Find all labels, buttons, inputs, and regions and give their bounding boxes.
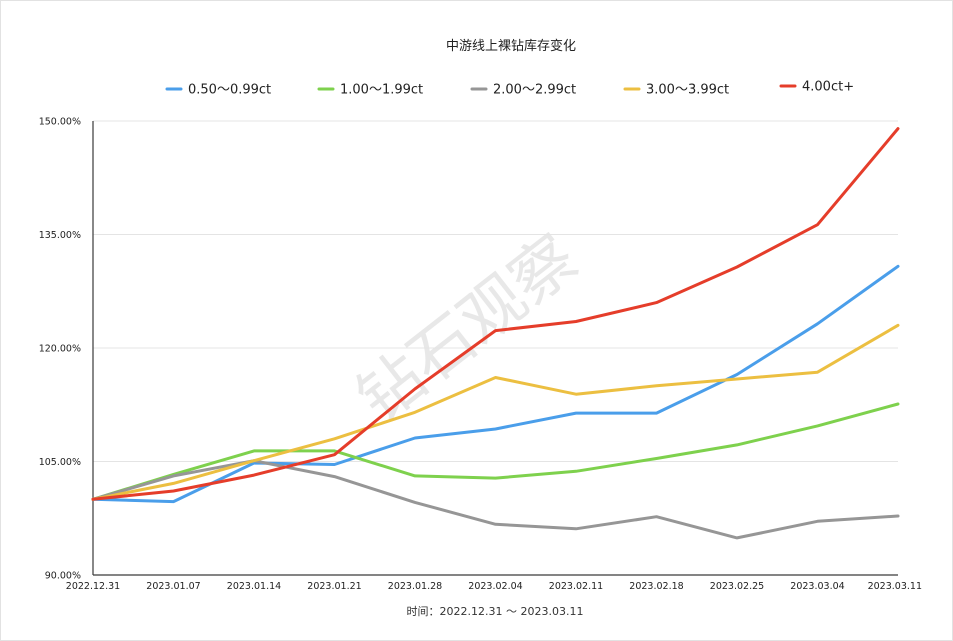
x-tick-label: 2023.01.14: [227, 581, 281, 592]
series-lines: [91, 127, 900, 540]
x-axis-ticks: 2022.12.31 2023.01.07 2023.01.14 2023.01.21…: [66, 581, 922, 592]
series-line-5: [91, 127, 900, 501]
x-tick-label: 2023.02.11: [549, 581, 603, 592]
x-tick-label: 2023.01.21: [307, 581, 361, 592]
legend: 0.50～0.99ct 1.00～1.99ct 2.00～2.99ct 3.00～3.…: [165, 80, 854, 98]
y-tick-label: 90.00%: [45, 571, 81, 582]
series-line-3: [91, 459, 900, 540]
y-tick-label: 135.00%: [39, 230, 81, 241]
x-tick-label: 2023.03.04: [790, 581, 844, 592]
chart-title: 中游线上裸钻库存变化: [446, 38, 576, 54]
legend-label: 0.50～0.99ct: [188, 83, 271, 98]
x-tick-label: 2023.01.28: [388, 581, 442, 592]
y-tick-label: 120.00%: [39, 344, 81, 355]
x-tick-label: 2023.02.04: [468, 581, 522, 592]
legend-label: 2.00～2.99ct: [493, 83, 576, 98]
series-line-4: [91, 323, 900, 501]
x-tick-label: 2023.02.25: [710, 581, 764, 592]
y-tick-label: 105.00%: [39, 457, 81, 468]
legend-label: 4.00ct+: [802, 80, 854, 95]
legend-label: 3.00～3.99ct: [646, 83, 729, 98]
y-axis-ticks: 90.00% 105.00% 120.00% 135.00% 150.00%: [39, 117, 81, 582]
x-tick-label: 2023.03.11: [868, 581, 922, 592]
x-tick-label: 2023.01.07: [146, 581, 200, 592]
x-axis-label: 时间：2022.12.31 ～ 2023.03.11: [407, 605, 584, 618]
gridlines: [93, 120, 898, 462]
series-line-2: [91, 402, 900, 501]
y-tick-label: 150.00%: [39, 117, 81, 128]
watermark-text: 钻石观察: [344, 221, 591, 437]
x-tick-label: 2023.02.18: [629, 581, 683, 592]
legend-label: 1.00～1.99ct: [340, 83, 423, 98]
x-tick-label: 2022.12.31: [66, 581, 120, 592]
series-line-1: [91, 264, 900, 504]
